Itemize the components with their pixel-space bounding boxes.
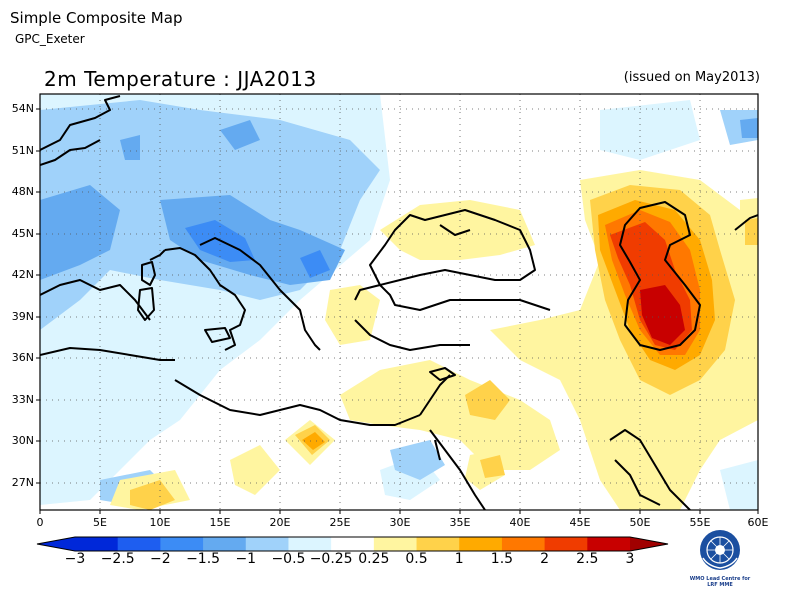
- colorbar-label: −2.5: [100, 551, 135, 567]
- lon-label-0: 0: [36, 516, 44, 529]
- colorbar-label: −0.25: [309, 551, 353, 567]
- lon-label-50e: 50E: [629, 516, 651, 529]
- colorbar-segment: [501, 537, 546, 551]
- lon-label-15e: 15E: [209, 516, 231, 529]
- lat-label-39n: 39N: [11, 310, 34, 323]
- map-frame: [39, 93, 759, 511]
- colorbar-segment: [288, 537, 332, 551]
- colorbar: [36, 536, 669, 552]
- lat-label-42n: 42N: [11, 268, 34, 281]
- colorbar-label: 0.25: [358, 551, 390, 567]
- coastlines: [40, 95, 758, 510]
- lat-label-45n: 45N: [11, 227, 34, 240]
- wmo-logo-line1: WMO Lead Centre for: [689, 576, 751, 582]
- colorbar-arrow-high: [630, 537, 668, 551]
- colorbar-segment: [160, 537, 204, 551]
- colorbar-label: 1.5: [490, 551, 514, 567]
- lat-label-27n: 27N: [11, 476, 34, 489]
- colorbar-segment: [544, 537, 588, 551]
- colorbar-segment: [117, 537, 161, 551]
- colorbar-segment: [459, 537, 503, 551]
- lat-label-54n: 54N: [11, 102, 34, 115]
- colorbar-label: 0.5: [405, 551, 428, 567]
- colorbar-segment: [587, 537, 631, 551]
- colorbar-segment: [245, 537, 289, 551]
- lat-label-30n: 30N: [11, 434, 34, 447]
- lon-label-20e: 20E: [269, 516, 291, 529]
- lon-label-55e: 55E: [689, 516, 711, 529]
- colorbar-label: 2: [540, 551, 550, 567]
- lon-label-10e: 10E: [149, 516, 171, 529]
- app-subtitle: GPC_Exeter: [15, 32, 85, 46]
- issued-label: (issued on May2013): [623, 70, 760, 85]
- colorbar-segment: [416, 537, 460, 551]
- lon-label-45e: 45E: [569, 516, 591, 529]
- lat-label-51n: 51N: [11, 144, 34, 157]
- colorbar-label: −2: [150, 551, 171, 567]
- anomaly-dark-red: [640, 285, 685, 345]
- colorbar-label: −0.5: [271, 551, 306, 567]
- lat-label-48n: 48N: [11, 185, 34, 198]
- colorbar-label: 1: [454, 551, 464, 567]
- lon-label-60e: 60E: [747, 516, 769, 529]
- lon-label-35e: 35E: [449, 516, 471, 529]
- lat-label-33n: 33N: [11, 393, 34, 406]
- wmo-emblem-icon: [700, 530, 740, 570]
- colorbar-label: −1: [235, 551, 257, 567]
- lat-label-36n: 36N: [11, 351, 34, 364]
- colorbar-label: −1.5: [186, 551, 221, 567]
- colorbar-segment: [331, 537, 375, 551]
- wmo-logo: WMO Lead Centre for LRF MME: [688, 528, 752, 598]
- colorbar-label: −3: [64, 551, 86, 567]
- colorbar-arrow-low: [37, 537, 75, 551]
- lon-label-30e: 30E: [389, 516, 411, 529]
- colorbar-segment: [373, 537, 418, 551]
- lon-label-25e: 25E: [329, 516, 351, 529]
- colorbar-segment: [75, 537, 119, 551]
- lon-label-5e: 5E: [93, 516, 107, 529]
- app-title: Simple Composite Map: [10, 9, 183, 27]
- colorbar-label: 3: [625, 551, 635, 567]
- colorbar-outline: [36, 536, 669, 552]
- colorbar-label: 2.5: [576, 551, 599, 567]
- wmo-logo-line2: LRF MME: [707, 582, 733, 588]
- axis-ticks: [36, 108, 759, 514]
- colorbar-segment: [203, 537, 247, 551]
- map-title: 2m Temperature : JJA2013: [44, 67, 317, 91]
- lon-label-40e: 40E: [509, 516, 531, 529]
